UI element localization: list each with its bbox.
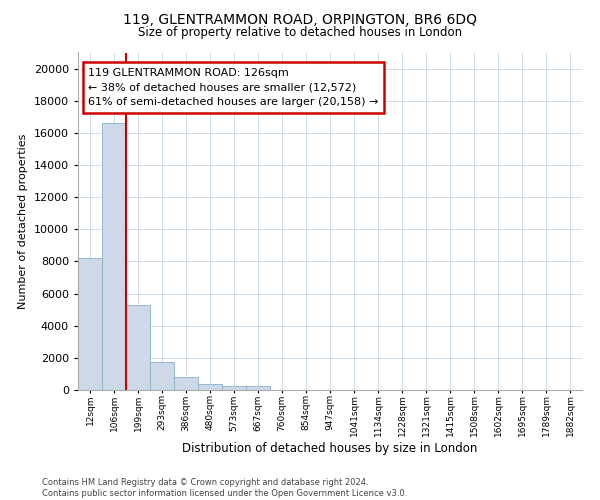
Bar — [222, 386, 246, 390]
Bar — [198, 384, 222, 390]
Bar — [246, 386, 270, 390]
Text: Contains HM Land Registry data © Crown copyright and database right 2024.
Contai: Contains HM Land Registry data © Crown c… — [42, 478, 407, 498]
Y-axis label: Number of detached properties: Number of detached properties — [18, 134, 28, 309]
Text: 119, GLENTRAMMON ROAD, ORPINGTON, BR6 6DQ: 119, GLENTRAMMON ROAD, ORPINGTON, BR6 6D… — [123, 12, 477, 26]
Text: 119 GLENTRAMMON ROAD: 126sqm
← 38% of detached houses are smaller (12,572)
61% o: 119 GLENTRAMMON ROAD: 126sqm ← 38% of de… — [88, 68, 379, 108]
Bar — [78, 258, 102, 390]
Text: Size of property relative to detached houses in London: Size of property relative to detached ho… — [138, 26, 462, 39]
Bar — [150, 362, 174, 390]
Bar — [174, 377, 198, 390]
Bar — [126, 305, 150, 390]
Bar — [102, 123, 126, 390]
X-axis label: Distribution of detached houses by size in London: Distribution of detached houses by size … — [182, 442, 478, 455]
